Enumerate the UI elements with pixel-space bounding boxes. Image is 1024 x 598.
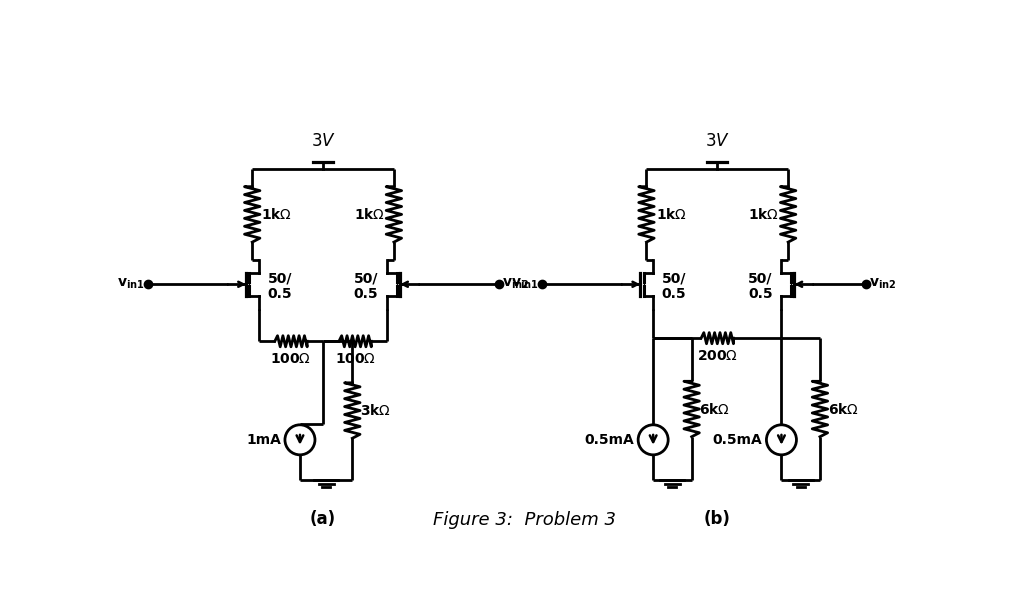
Text: 100$\Omega$: 100$\Omega$ — [335, 352, 376, 366]
Text: $\it{3V}$: $\it{3V}$ — [310, 132, 336, 150]
Text: Figure 3:  Problem 3: Figure 3: Problem 3 — [433, 511, 616, 529]
Text: 50/: 50/ — [662, 272, 686, 286]
Text: 50/: 50/ — [267, 272, 292, 286]
Text: 1mA: 1mA — [246, 433, 282, 447]
Text: 1k$\Omega$: 1k$\Omega$ — [655, 207, 687, 222]
Text: 3k$\Omega$: 3k$\Omega$ — [360, 403, 391, 418]
Text: 0.5: 0.5 — [749, 287, 773, 301]
Text: 50/: 50/ — [749, 272, 773, 286]
Text: 50/: 50/ — [354, 272, 379, 286]
Text: $\mathbf{v_{in2}}$: $\mathbf{v_{in2}}$ — [502, 277, 529, 291]
Text: (b): (b) — [703, 510, 731, 528]
Text: 0.5: 0.5 — [662, 287, 686, 301]
Text: 0.5mA: 0.5mA — [713, 433, 763, 447]
Text: $\mathbf{v_{in1}}$: $\mathbf{v_{in1}}$ — [117, 277, 144, 291]
Text: 0.5: 0.5 — [267, 287, 292, 301]
Text: 0.5mA: 0.5mA — [585, 433, 634, 447]
Text: $\mathbf{v_{in1}}$: $\mathbf{v_{in1}}$ — [511, 277, 539, 291]
Text: 1k$\Omega$: 1k$\Omega$ — [353, 207, 385, 222]
Text: 6k$\Omega$: 6k$\Omega$ — [827, 401, 859, 417]
Text: 6k$\Omega$: 6k$\Omega$ — [699, 401, 730, 417]
Text: (a): (a) — [310, 510, 336, 528]
Text: 0.5: 0.5 — [354, 287, 379, 301]
Text: $\it{3V}$: $\it{3V}$ — [705, 132, 730, 150]
Text: 100$\Omega$: 100$\Omega$ — [270, 352, 311, 366]
Text: $\mathbf{v_{in2}}$: $\mathbf{v_{in2}}$ — [869, 277, 896, 291]
Text: 1k$\Omega$: 1k$\Omega$ — [261, 207, 293, 222]
Text: 200$\Omega$: 200$\Omega$ — [696, 349, 738, 363]
Text: 1k$\Omega$: 1k$\Omega$ — [748, 207, 779, 222]
